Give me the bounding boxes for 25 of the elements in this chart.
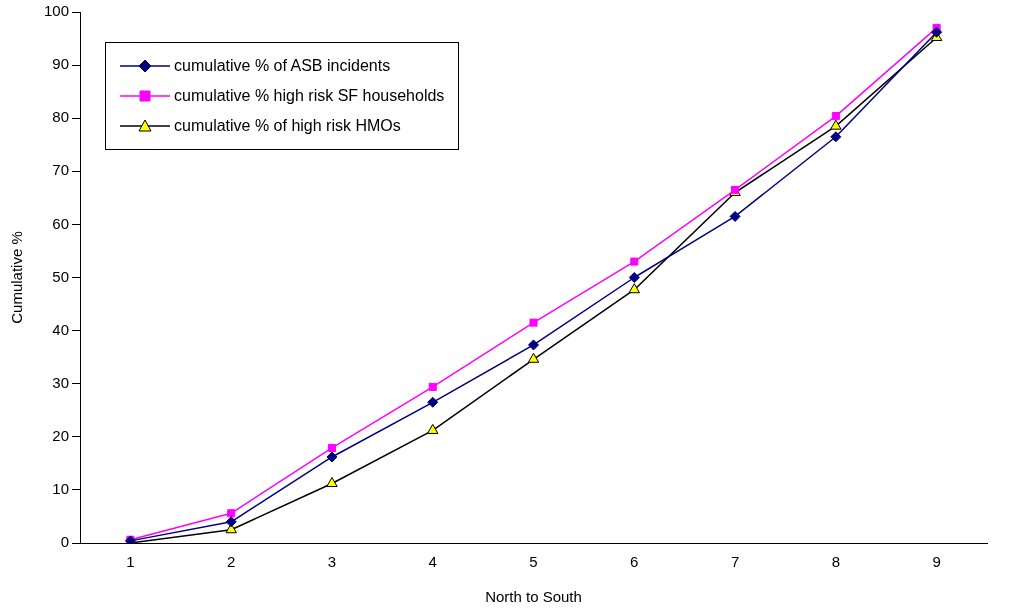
y-tick-label: 100 [44, 2, 70, 20]
x-axis-title: North to South [485, 588, 582, 606]
x-tick-label: 9 [932, 553, 941, 571]
y-tick-label: 70 [52, 161, 70, 179]
y-axis-title: Cumulative % [8, 231, 26, 324]
y-tick-label: 20 [52, 426, 70, 444]
x-tick-label: 1 [126, 553, 135, 571]
x-tick-label: 2 [227, 553, 236, 571]
x-tick-label: 3 [327, 553, 337, 571]
legend-label: cumulative % of high risk HMOs [174, 117, 401, 135]
y-tick-label: 40 [52, 320, 70, 338]
legend-label: cumulative % of ASB incidents [174, 57, 391, 75]
y-tick-label: 30 [52, 373, 70, 391]
x-tick-label: 8 [831, 553, 841, 571]
x-tick-label: 4 [428, 553, 437, 571]
y-tick-label: 90 [52, 55, 70, 73]
x-tick-label: 7 [730, 553, 740, 571]
y-tick-label: 10 [52, 480, 70, 498]
x-tick-label: 5 [529, 553, 538, 571]
y-tick-label: 60 [52, 214, 70, 232]
legend-label: cumulative % high risk SF households [174, 87, 445, 105]
y-tick-label: 80 [52, 108, 70, 126]
y-tick-label: 50 [52, 267, 70, 285]
x-tick-label: 6 [630, 553, 639, 571]
y-tick-label: 0 [60, 533, 70, 551]
